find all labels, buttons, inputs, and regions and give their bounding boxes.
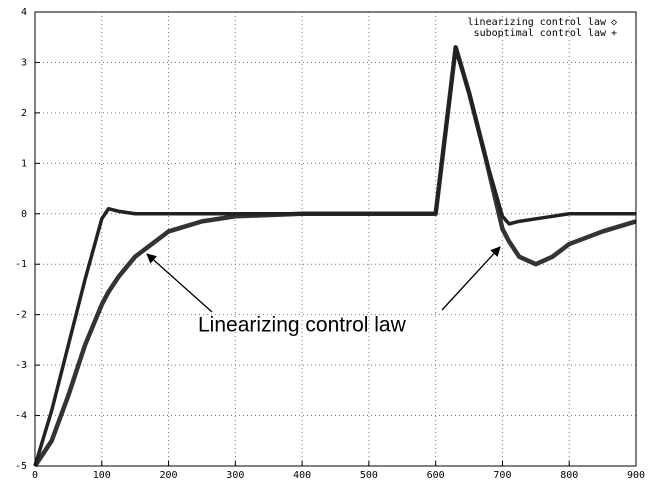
x-tick-label: 0 bbox=[32, 470, 38, 481]
series-line bbox=[33, 45, 636, 467]
annotation: Linearizing control law bbox=[198, 314, 407, 337]
y-tick-label: 3 bbox=[21, 57, 27, 68]
lines bbox=[33, 45, 637, 468]
y-tick-label: 0 bbox=[21, 209, 27, 220]
arrow bbox=[441, 246, 501, 311]
legend-label: linearizing control law bbox=[468, 17, 607, 28]
y-tick-label: -4 bbox=[15, 411, 27, 422]
series-line bbox=[33, 45, 637, 468]
y-tick-label: -3 bbox=[15, 360, 27, 371]
plot-frame bbox=[34, 11, 637, 467]
legend-label: suboptimal control law bbox=[474, 28, 607, 39]
y-tick-label: -5 bbox=[15, 461, 27, 472]
x-tick-label: 300 bbox=[226, 470, 244, 481]
y-tick-label: 2 bbox=[21, 108, 27, 119]
y-tick-label: 1 bbox=[21, 158, 27, 169]
x-tick-label: 200 bbox=[160, 470, 178, 481]
y-tick-label: -2 bbox=[15, 310, 27, 321]
x-tick-label: 400 bbox=[293, 470, 311, 481]
x-tick-label: 500 bbox=[360, 470, 378, 481]
x-tick-label: 100 bbox=[93, 470, 111, 481]
x-tick-label: 600 bbox=[427, 470, 445, 481]
legend-symbol: + bbox=[611, 28, 617, 39]
arrow bbox=[146, 253, 213, 313]
y-tick-label: -1 bbox=[15, 259, 27, 270]
x-tick-label: 800 bbox=[560, 470, 578, 481]
x-tick-label: 900 bbox=[627, 470, 645, 481]
grid bbox=[34, 11, 637, 467]
y-tick-label: 4 bbox=[21, 7, 27, 18]
legend-symbol: ◇ bbox=[611, 17, 617, 28]
x-tick-label: 700 bbox=[493, 470, 511, 481]
